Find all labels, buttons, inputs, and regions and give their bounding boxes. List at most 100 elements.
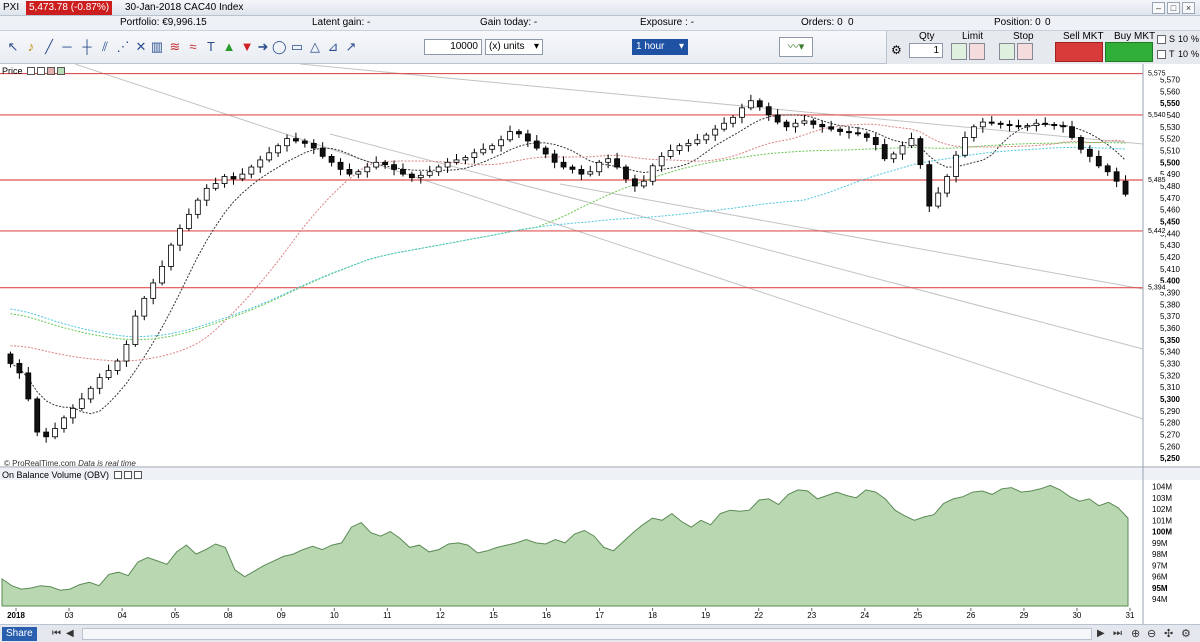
trend-line[interactable] [74, 64, 1144, 420]
alarm-bell-icon[interactable]: ♪ [27, 39, 35, 54]
buy-limit-button[interactable] [951, 43, 967, 60]
candle-body [1078, 137, 1084, 150]
candle-body [52, 428, 58, 438]
share-button[interactable]: Share [2, 627, 37, 641]
timeframe-select[interactable]: 1 hour ▾ [632, 39, 688, 55]
fibonacci-icon[interactable]: ≋ [169, 39, 181, 54]
price-tick-label: 5,400 [1160, 277, 1181, 286]
candle-body [266, 152, 273, 161]
obv-close-icon[interactable] [133, 471, 142, 479]
candle-body [1024, 125, 1031, 128]
price-tick-label: 5,520 [1160, 135, 1181, 144]
minimize-icon[interactable]: – [1152, 2, 1165, 14]
indicator-chart-icon[interactable]: 〰▾ [779, 37, 813, 57]
crosshair-icon[interactable]: ✣ [1164, 628, 1174, 640]
obv-tick-label: 97M [1152, 561, 1168, 570]
x-tick-label: 23 [807, 611, 816, 620]
candle-body [569, 166, 576, 170]
candle-body [551, 153, 558, 163]
fan-tool-icon[interactable]: ⋰ [116, 39, 130, 54]
price-tick-label: 5,350 [1160, 336, 1181, 345]
diagonal-arrow-icon[interactable]: ↗ [345, 39, 357, 54]
x-tick-label: 10 [330, 611, 339, 620]
obv-settings-icon[interactable] [113, 471, 122, 479]
triangle-tool-icon[interactable]: △ [310, 39, 320, 54]
candle-body [587, 171, 594, 175]
t-checkbox[interactable] [1157, 50, 1166, 59]
arrow-up-icon[interactable]: ▲ [222, 39, 236, 54]
trash-icon[interactable]: ▥ [150, 39, 164, 54]
candle-body [926, 164, 933, 207]
scroll-start-icon[interactable]: ⏮ [52, 628, 61, 639]
quantity-input[interactable]: 10000 [424, 39, 482, 55]
candle-body [391, 164, 397, 170]
scroll-right-icon[interactable]: ▶ [1097, 628, 1105, 639]
footer-bar: Share ⏮ ◀ ▶ ⏭ ⊕ ⊖ ✣ ⚙ [0, 624, 1200, 642]
zoom-out-icon[interactable]: ⊖ [1147, 628, 1157, 640]
candle-body [747, 100, 754, 109]
trade-qty-input[interactable]: 1 [909, 43, 943, 58]
scroll-end-icon[interactable]: ⏭ [1113, 628, 1122, 639]
trend-line[interactable] [559, 183, 1144, 290]
candle-body [364, 166, 371, 173]
arrow-right-icon[interactable]: ➜ [257, 39, 269, 54]
trend-line[interactable] [299, 64, 1144, 145]
line-tool-icon[interactable]: ╱ [45, 39, 53, 54]
wrench-icon[interactable]: ⚙ [891, 43, 902, 57]
t-label: T [1169, 49, 1175, 59]
arrow-down-icon[interactable]: ▼ [240, 39, 254, 54]
price-tick-label: 5,310 [1160, 383, 1181, 392]
scroll-left-icon[interactable]: ◀ [66, 628, 74, 639]
panel-indicator-icon[interactable] [57, 67, 66, 75]
price-tick-label: 5,420 [1160, 253, 1181, 262]
panel-window-icon[interactable] [37, 67, 46, 75]
candle-body [319, 147, 326, 157]
zoom-in-icon[interactable]: ⊕ [1131, 628, 1141, 640]
cursor-icon[interactable]: ↖ [7, 39, 19, 54]
units-select[interactable]: (x) units ▾ [485, 39, 543, 55]
ma-fast-line [10, 114, 1126, 415]
candle-body [810, 120, 817, 125]
chart-settings-icon[interactable]: ⚙ [1181, 628, 1191, 640]
candle-body [533, 140, 540, 149]
fib-fan-icon[interactable]: ≈ [189, 39, 197, 54]
candle-body [168, 244, 174, 267]
s-checkbox[interactable] [1157, 35, 1166, 44]
obv-tick-label: 104M [1152, 483, 1172, 492]
rectangle-tool-icon[interactable]: ▭ [290, 39, 304, 54]
measure-tool-icon[interactable]: ⊿ [327, 39, 339, 54]
price-panel-title: Price [2, 66, 23, 76]
channel-tool-icon[interactable]: ⫽ [102, 39, 108, 54]
horizontal-scrollbar[interactable] [82, 628, 1092, 640]
price-tick-label: 5,260 [1160, 442, 1181, 451]
candle-body [7, 353, 14, 364]
timeframe-value: 1 hour [636, 41, 665, 52]
sell-limit-button[interactable] [969, 43, 985, 60]
trend-line[interactable] [329, 133, 1144, 350]
sell-stop-button[interactable] [1017, 43, 1033, 60]
buy-market-button[interactable] [1105, 42, 1153, 62]
candle-body [1006, 124, 1013, 127]
price-chart[interactable]: 5,250 5,260 5,270 5,280 5,290 5,300 5,310 5,320… [0, 64, 1200, 624]
vertical-line-icon[interactable]: ┼ [82, 39, 92, 54]
candle-body [792, 122, 799, 128]
candle-body [899, 145, 906, 155]
obv-tick-label: 95M [1152, 584, 1168, 593]
panel-add-icon[interactable] [47, 67, 56, 75]
buy-stop-button[interactable] [999, 43, 1015, 60]
sell-market-button[interactable] [1055, 42, 1103, 62]
ellipse-tool-icon[interactable]: ◯ [272, 39, 287, 54]
maximize-icon[interactable]: □ [1167, 2, 1180, 14]
obv-window-icon[interactable] [123, 471, 132, 479]
x-tick-label: 25 [913, 611, 922, 620]
candle-body [78, 398, 85, 409]
obv-tick-label: 102M [1152, 505, 1172, 514]
ruler-icon[interactable]: ✕ [135, 39, 147, 54]
text-tool-icon[interactable]: T [207, 39, 215, 54]
candle-body [1069, 126, 1075, 138]
x-tick-label: 17 [595, 611, 604, 620]
obv-panel-title: On Balance Volume (OBV) [2, 470, 110, 480]
panel-settings-icon[interactable] [27, 67, 36, 75]
close-icon[interactable]: × [1182, 2, 1195, 14]
horizontal-line-icon[interactable]: ─ [62, 39, 72, 54]
